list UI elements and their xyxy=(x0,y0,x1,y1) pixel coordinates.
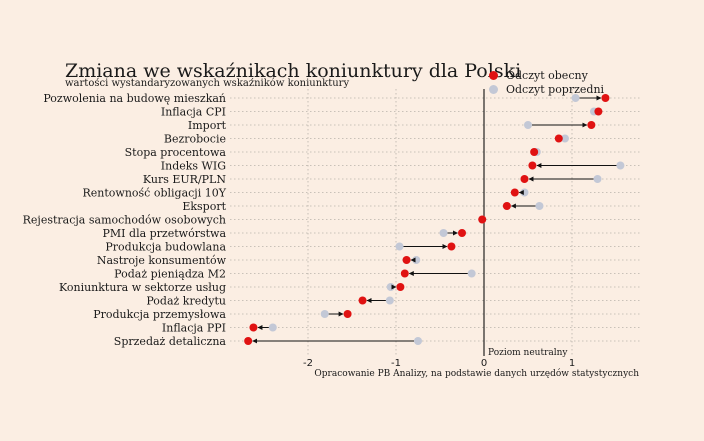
legend-label-current: Odczyt obecny xyxy=(506,68,588,82)
point-current xyxy=(554,134,563,143)
category-label: Nastroje konsumentów xyxy=(97,254,227,267)
point-previous xyxy=(593,175,602,183)
category-label: Inflacja PPI xyxy=(162,321,226,334)
category-label: Produkcja przemysłowa xyxy=(93,308,226,321)
category-label: Produkcja budowlana xyxy=(105,240,226,253)
point-previous xyxy=(412,256,421,264)
category-label: Rentowność obligacji 10Y xyxy=(83,186,227,199)
x-tick-label: 1 xyxy=(569,358,575,369)
point-previous xyxy=(524,121,532,129)
point-previous xyxy=(386,283,395,291)
point-previous xyxy=(535,202,544,210)
category-label: Sprzedaż detaliczna xyxy=(114,335,227,348)
point-current xyxy=(520,175,529,183)
source-note: Opracowanie PB Analizy, na podstawie dan… xyxy=(314,368,639,379)
category-label: Stopa procentowa xyxy=(125,146,227,159)
point-current xyxy=(249,323,258,332)
point-previous xyxy=(520,188,529,197)
category-label: Inflacja CPI xyxy=(161,105,226,118)
point-previous xyxy=(385,296,394,305)
point-current xyxy=(530,148,539,156)
category-label: Rejestracja samochodów osobowych xyxy=(23,213,226,226)
point-current xyxy=(528,161,537,170)
point-previous xyxy=(467,269,476,278)
chart-subtitle: wartości wystandaryzowanych wskaźników k… xyxy=(65,78,350,89)
point-current xyxy=(402,256,411,264)
category-label: Bezrobocie xyxy=(164,132,226,145)
point-current xyxy=(244,337,253,345)
point-current xyxy=(594,107,603,116)
point-previous xyxy=(571,94,580,102)
point-current xyxy=(343,310,352,318)
category-label: PMI dla przetwórstwa xyxy=(103,227,227,240)
legend-marker-previous xyxy=(489,84,498,94)
point-current xyxy=(478,215,487,224)
point-current xyxy=(400,269,409,278)
point-current xyxy=(447,242,456,251)
point-previous xyxy=(616,161,625,170)
category-label: Koniunktura w sektorze usług xyxy=(59,281,226,294)
neutral-level-label: Poziom neutralny xyxy=(488,348,568,358)
legend-label-previous: Odczyt poprzedni xyxy=(506,82,605,96)
legend-item-previous: Odczyt poprzedni xyxy=(489,82,604,96)
legend-item-current: Odczyt obecny xyxy=(489,68,604,82)
x-tick-label: -2 xyxy=(303,358,313,369)
point-current xyxy=(396,283,405,291)
chart-title: Zmiana we wskaźnikach koniunktury dla Po… xyxy=(65,60,522,82)
point-previous xyxy=(268,323,277,332)
point-current xyxy=(601,94,610,102)
category-label: Podaż pieniądza M2 xyxy=(114,267,226,280)
x-tick-label: 0 xyxy=(481,358,487,369)
point-current xyxy=(587,121,596,129)
point-current xyxy=(510,188,519,197)
point-current xyxy=(502,202,511,210)
x-tick-label: -1 xyxy=(391,358,401,369)
legend-marker-current xyxy=(489,70,498,80)
point-previous xyxy=(560,134,569,143)
category-label: Import xyxy=(188,119,227,132)
point-previous xyxy=(320,310,329,318)
category-label: Eksport xyxy=(182,200,226,213)
point-previous xyxy=(414,337,422,345)
point-previous xyxy=(439,229,448,237)
category-label: Podaż kredytu xyxy=(146,294,226,307)
category-label: Kurs EUR/PLN xyxy=(143,173,226,186)
point-previous xyxy=(395,242,404,251)
category-label: Indeks WIG xyxy=(161,159,226,172)
legend: Odczyt obecny Odczyt poprzedni xyxy=(489,68,604,96)
point-current xyxy=(358,296,367,305)
point-current xyxy=(458,229,466,237)
category-label: Pozwolenia na budowę mieszkań xyxy=(43,92,226,105)
